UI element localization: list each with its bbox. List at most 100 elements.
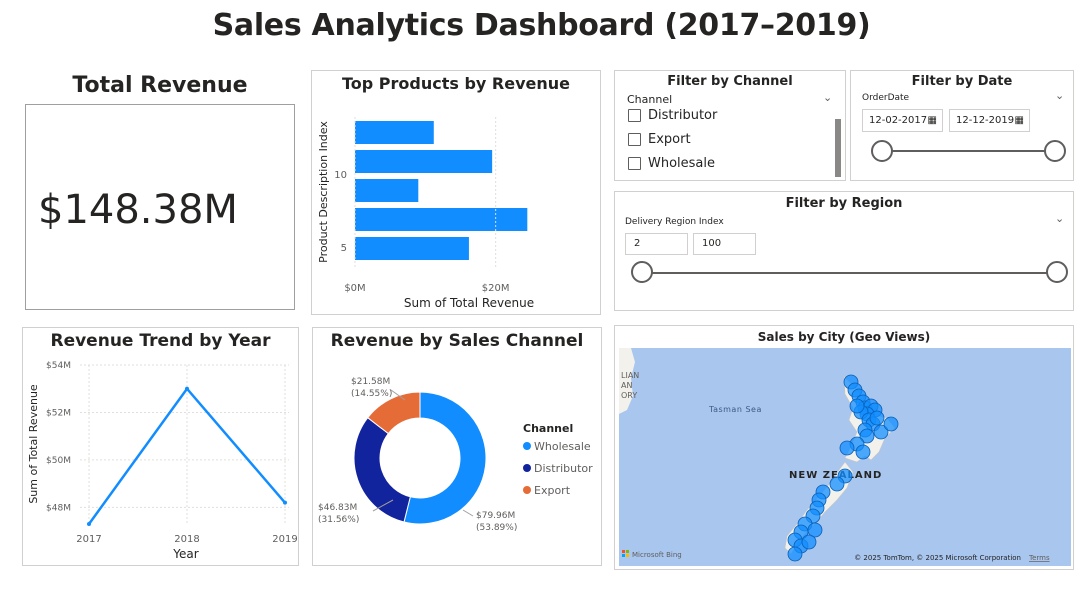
bar[interactable] [355,121,434,144]
filter-channel-title: Filter by Channel [667,74,793,89]
y-axis-title: Product Description Index [317,121,330,263]
x-tick-label: $20M [482,283,510,294]
end-date-value: 12-12-2019 [956,115,1015,126]
date-slider-start-handle[interactable] [871,140,893,162]
revenue-trend-chart: $48M $50M $52M $54M 2017 2018 2019 Year Sum of T… [27,361,298,561]
slice-percent-label: (53.89%) [476,523,517,533]
map-title: Sales by City (Geo Views) [757,330,931,344]
region-max-input[interactable]: 100 [693,233,756,255]
city-bubble[interactable] [787,546,803,562]
calendar-icon[interactable]: ▦ [1014,115,1024,126]
bing-logo-icon [626,554,629,557]
revenue-trend-card[interactable]: Revenue Trend by Year $48M $50M $52M $54M 20… [22,327,299,566]
city-bubble[interactable] [801,534,817,550]
filter-region-card[interactable]: Filter by Region Delivery Region Index ⌄… [614,191,1074,311]
top-products-card[interactable]: Top Products by Revenue $0M $20M 10 5 Sum of… [311,70,601,315]
city-bubble[interactable] [829,476,845,492]
bing-logo-icon [622,554,625,557]
legend-label[interactable]: Distributor [534,462,593,475]
map-place-label: ORY [621,391,637,400]
y-tick-label: $54M [46,361,71,371]
date-field-label: OrderDate [862,93,910,103]
channel-option-wholesale[interactable]: Wholesale [648,156,716,171]
x-axis-title: Sum of Total Revenue [404,296,534,310]
legend-marker[interactable] [523,464,531,472]
legend-label[interactable]: Export [534,484,571,497]
filter-region-title: Filter by Region [785,196,903,211]
channel-field-label: Channel [627,93,673,106]
city-bubble[interactable] [859,428,875,444]
legend-label[interactable]: Wholesale [534,440,591,453]
checkbox-distributor[interactable] [628,109,641,122]
bar[interactable] [355,208,528,231]
kpi-card[interactable]: $148.38M [25,104,295,310]
x-axis-title: Year [172,547,198,561]
data-point[interactable] [185,386,189,391]
map-attribution: © 2025 TomTom, © 2025 Microsoft Corporat… [854,554,1021,562]
city-bubble[interactable] [873,424,889,440]
kpi-value: $148.38M [38,187,238,233]
city-bubble[interactable] [807,522,823,538]
y-tick-label: $52M [46,408,71,418]
y-tick-label: 10 [334,170,347,181]
map-terms-link[interactable]: Terms [1028,554,1050,562]
checkbox-wholesale[interactable] [628,157,641,170]
slice-value-label: $21.58M [351,377,390,387]
channel-donut-title: Revenue by Sales Channel [330,331,584,351]
donut-slice-wholesale[interactable] [403,391,487,525]
date-slider-end-handle[interactable] [1044,140,1066,162]
geo-map-card[interactable]: Sales by City (Geo Views) LIAN AN ORY Tasma… [614,325,1074,570]
x-tick-label: $0M [344,283,365,294]
bar[interactable] [355,179,419,202]
calendar-icon[interactable]: ▦ [927,115,937,126]
city-bubble[interactable] [855,444,871,460]
date-slider-track[interactable] [881,150,1055,152]
top-products-title: Top Products by Revenue [341,74,571,93]
bing-logo-icon [622,550,625,553]
channel-option-distributor[interactable]: Distributor [648,108,718,123]
region-min-input[interactable]: 2 [625,233,688,255]
filter-date-card[interactable]: Filter by Date OrderDate ⌄ 12-02-2017 ▦ … [850,70,1074,181]
city-bubble[interactable] [883,416,899,432]
legend-title: Channel [523,422,573,435]
bar[interactable] [355,150,493,173]
start-date-value: 12-02-2017 [869,115,928,126]
chevron-down-icon[interactable]: ⌄ [1055,89,1065,102]
checkbox-export[interactable] [628,133,641,146]
dashboard-title: Sales Analytics Dashboard (2017–2019) [212,8,871,43]
slice-percent-label: (31.56%) [318,515,359,525]
y-axis-title: Sum of Total Revenue [27,384,40,504]
channel-scrollbar[interactable] [835,119,841,177]
region-slider-max-handle[interactable] [1046,261,1068,283]
trend-title: Revenue Trend by Year [50,331,271,351]
region-slider-track[interactable] [642,272,1058,274]
slice-percent-label: (14.55%) [351,389,392,399]
bar[interactable] [355,237,469,260]
channel-donut-card[interactable]: Revenue by Sales Channel $79.96M (53.89%)… [312,327,602,566]
map-place-label: LIAN [621,371,639,380]
chevron-down-icon[interactable]: ⌄ [823,91,833,104]
legend-marker[interactable] [523,442,531,450]
city-bubble[interactable] [839,440,855,456]
region-field-label: Delivery Region Index [625,217,724,227]
donut-slice-export[interactable] [367,391,421,435]
chevron-down-icon[interactable]: ⌄ [1055,212,1065,225]
slice-value-label: $46.83M [318,503,357,513]
channel-option-export[interactable]: Export [648,132,691,147]
start-date-input[interactable]: 12-02-2017 ▦ [862,109,943,132]
australia-landmass [619,348,635,414]
data-point[interactable] [87,522,91,526]
sea-label: Tasman Sea [708,405,762,414]
channel-donut-chart: $79.96M (53.89%) $46.83M (31.56%) $21.58M (14… [318,377,593,533]
x-tick-label: 2019 [272,534,297,545]
y-tick-label: 5 [341,243,347,254]
end-date-input[interactable]: 12-12-2019 ▦ [949,109,1030,132]
filter-channel-card[interactable]: Filter by Channel Channel ⌄ Distributor … [614,70,846,181]
data-point[interactable] [283,500,287,505]
city-bubble[interactable] [849,398,865,414]
city-bubble[interactable] [869,410,885,426]
legend-marker[interactable] [523,486,531,494]
y-tick-label: $50M [46,456,71,466]
region-slider-min-handle[interactable] [631,261,653,283]
